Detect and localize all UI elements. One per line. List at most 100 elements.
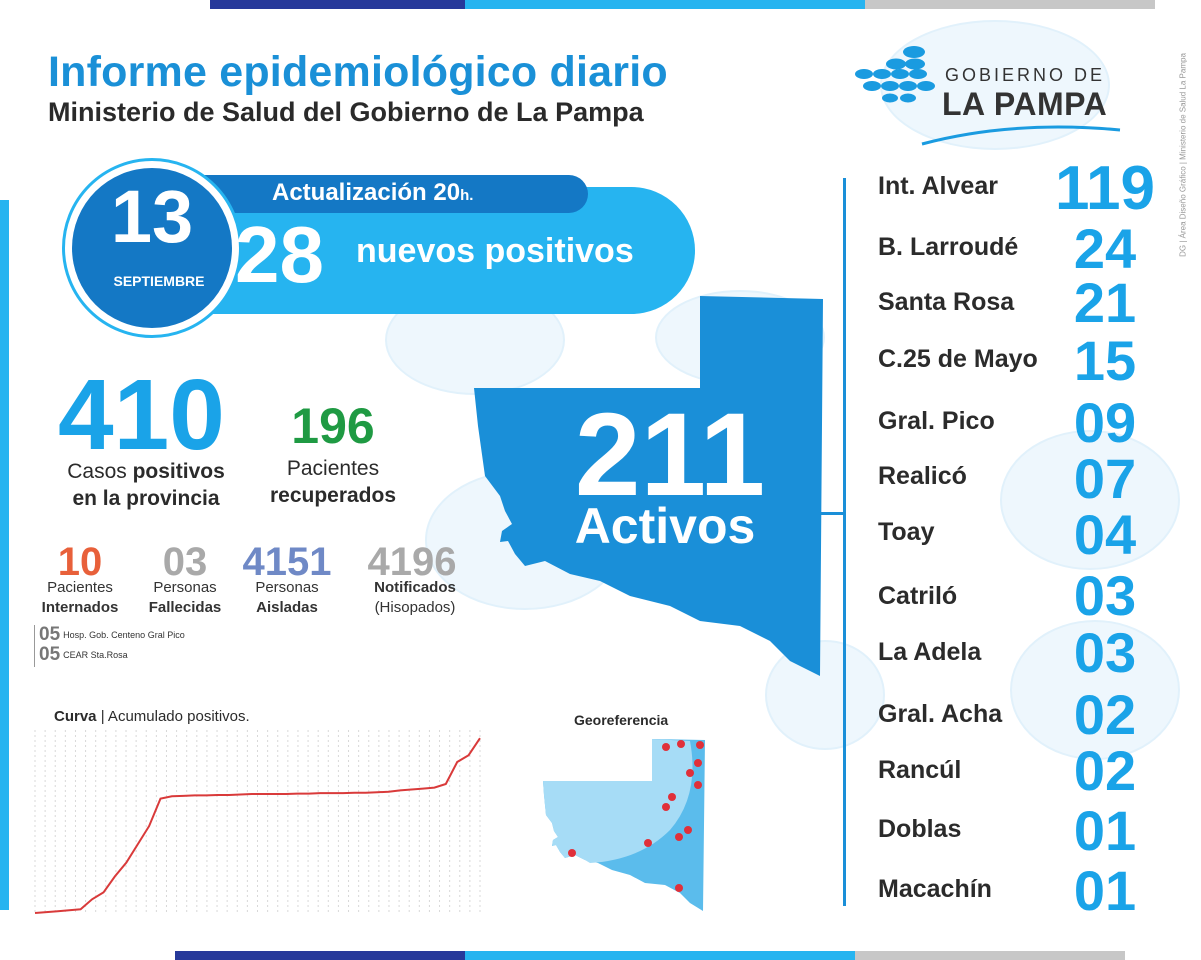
case-location-marker bbox=[675, 884, 683, 892]
case-location-marker bbox=[694, 781, 702, 789]
locality-name: Santa Rosa bbox=[878, 288, 1015, 316]
total-cases-label: Casos positivos en la provincia bbox=[50, 458, 242, 512]
cases-label-bold: positivos bbox=[132, 460, 225, 483]
case-location-marker bbox=[568, 849, 576, 857]
hospital-row-santa-rosa: 05 CEAR Sta.Rosa bbox=[39, 644, 128, 666]
cumulative-positives-line bbox=[34, 737, 481, 914]
design-credit: DG | Área Diseño Gráfico | Ministerio de… bbox=[1176, 40, 1190, 270]
design-credit-text: DG | Área Diseño Gráfico | Ministerio de… bbox=[1178, 53, 1188, 257]
logo-text-main: LA PAMPA bbox=[942, 86, 1108, 122]
locality-count: 01 bbox=[1073, 799, 1137, 862]
chart-title: Curva | Acumulado positivos. bbox=[54, 708, 250, 725]
page-title: Informe epidemiológico diario bbox=[48, 48, 668, 96]
bottom-stripe-dark bbox=[175, 951, 465, 960]
chart-title-bold: Curva bbox=[54, 708, 97, 725]
deceased-value: 03 bbox=[162, 540, 208, 584]
hospital-name: Hosp. Gob. Centeno Gral Pico bbox=[63, 630, 185, 640]
georeference-highlight bbox=[543, 739, 693, 863]
isolated-label: Personas Aisladas bbox=[235, 578, 339, 618]
locality-count: 07 bbox=[1073, 447, 1137, 510]
locality-name: Int. Alvear bbox=[878, 172, 998, 200]
update-suffix: h. bbox=[460, 187, 474, 204]
date-day: 13 bbox=[110, 175, 194, 258]
localities-divider bbox=[843, 178, 846, 906]
locality-name: Gral. Acha bbox=[878, 700, 1003, 728]
locality-name: Rancúl bbox=[878, 756, 962, 784]
chart-grid bbox=[34, 730, 481, 913]
case-location-marker bbox=[644, 839, 652, 847]
logo-text-top: GOBIERNO DE bbox=[945, 65, 1106, 85]
date-month: SEPTIEMBRE bbox=[113, 273, 205, 289]
locality-count: 119 bbox=[1054, 154, 1156, 223]
locality-count: 24 bbox=[1073, 217, 1137, 280]
isolated-line2: Aisladas bbox=[256, 599, 318, 616]
la-pampa-province-map bbox=[474, 296, 823, 676]
total-cases-value: 410 bbox=[58, 359, 225, 471]
locality-name: La Adela bbox=[878, 638, 982, 666]
case-location-marker bbox=[677, 740, 685, 748]
hospitalized-line1: Pacientes bbox=[47, 579, 113, 596]
active-cases-value: 211 bbox=[574, 389, 766, 521]
locality-count: 01 bbox=[1073, 859, 1137, 922]
new-positives-label: nuevos positivos bbox=[356, 232, 634, 270]
georeference-map bbox=[543, 739, 705, 911]
recovered-label-line2: recuperados bbox=[269, 484, 397, 507]
case-location-marker bbox=[675, 833, 683, 841]
background-pill-decoration bbox=[1010, 620, 1180, 760]
locality-name: Gral. Pico bbox=[878, 407, 995, 435]
recovered-label-line1: Pacientes bbox=[286, 457, 380, 480]
case-location-marker bbox=[662, 743, 670, 751]
notified-label: Notificados (Hisopados) bbox=[355, 578, 475, 618]
update-bar bbox=[200, 175, 588, 213]
new-positives-value: 28 bbox=[235, 210, 324, 299]
hospitalized-line2: Internados bbox=[41, 599, 119, 616]
locality-name: Macachín bbox=[878, 875, 992, 903]
notified-line2: (Hisopados) bbox=[374, 599, 456, 616]
locality-name: Catriló bbox=[878, 582, 958, 610]
notified-line1: Notificados bbox=[374, 579, 456, 596]
recovered-label: Pacientes recuperados bbox=[250, 455, 416, 509]
locality-count: 03 bbox=[1073, 621, 1137, 684]
chart-title-rest: | Acumulado positivos. bbox=[96, 708, 250, 725]
locality-count: 15 bbox=[1073, 329, 1137, 392]
recovered-value: 196 bbox=[291, 398, 375, 454]
locality-count: 02 bbox=[1073, 739, 1137, 802]
localities-connector bbox=[818, 512, 845, 515]
update-label: Actualización 20 bbox=[272, 179, 461, 206]
locality-count: 02 bbox=[1073, 683, 1137, 746]
case-location-marker bbox=[696, 741, 704, 749]
case-location-marker bbox=[686, 769, 694, 777]
cumulative-positives-chart bbox=[34, 730, 481, 914]
page-subtitle: Ministerio de Salud del Gobierno de La P… bbox=[48, 97, 644, 127]
top-stripe-gray bbox=[865, 0, 1155, 9]
case-location-marker bbox=[662, 803, 670, 811]
active-cases-label: Activos bbox=[574, 498, 756, 554]
hospital-row-pico: 05 Hosp. Gob. Centeno Gral Pico bbox=[39, 624, 185, 646]
case-location-marker bbox=[668, 793, 676, 801]
locality-count: 03 bbox=[1073, 564, 1137, 627]
locality-name: B. Larroudé bbox=[878, 233, 1019, 261]
locality-name: C.25 de Mayo bbox=[878, 345, 1038, 373]
la-pampa-logo-icon bbox=[855, 46, 1121, 146]
locality-name: Realicó bbox=[878, 462, 967, 490]
case-location-marker bbox=[684, 826, 692, 834]
background-pill-decoration bbox=[765, 640, 885, 750]
locality-count: 09 bbox=[1073, 391, 1137, 454]
hospital-count: 05 bbox=[39, 624, 61, 645]
date-badge bbox=[72, 168, 232, 328]
locality-count: 04 bbox=[1073, 503, 1137, 566]
hospital-divider bbox=[34, 625, 35, 667]
background-pill-decoration bbox=[1000, 430, 1180, 570]
bottom-stripe-gray bbox=[855, 951, 1125, 960]
isolated-value: 4151 bbox=[242, 540, 332, 584]
locality-name: Doblas bbox=[878, 815, 962, 843]
province-shape bbox=[474, 296, 823, 676]
cases-label-pre: Casos bbox=[67, 460, 133, 483]
deceased-line2: Fallecidas bbox=[148, 599, 222, 616]
hospitalized-label: Pacientes Internados bbox=[28, 578, 132, 618]
notified-value: 4196 bbox=[367, 540, 457, 584]
locality-count: 21 bbox=[1073, 271, 1137, 334]
deceased-line1: Personas bbox=[153, 579, 217, 596]
bottom-stripe-light bbox=[465, 951, 855, 960]
case-location-marker bbox=[694, 759, 702, 767]
